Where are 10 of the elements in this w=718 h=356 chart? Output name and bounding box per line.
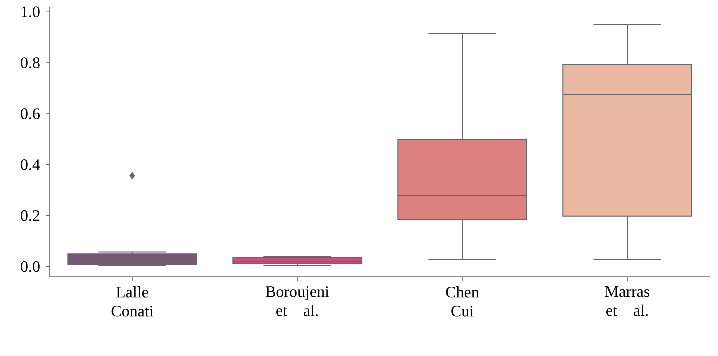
x-tick-label: Marras et al.	[605, 286, 650, 316]
y-tick-label: 0.0	[21, 261, 40, 272]
x-tick-label: Chen Cui	[446, 286, 480, 317]
y-tick-label: 0.4	[21, 159, 40, 170]
y-tick-label: 1.0	[22, 6, 40, 18]
y-tick-label: 0.8	[21, 58, 40, 68]
y-tick-label: 0.2	[21, 210, 40, 222]
x-tick-label: Boroujeni et al.	[266, 286, 330, 316]
y-tick-label: 0.6	[21, 108, 40, 120]
x-tick-label: Lalle Conati	[112, 286, 154, 317]
